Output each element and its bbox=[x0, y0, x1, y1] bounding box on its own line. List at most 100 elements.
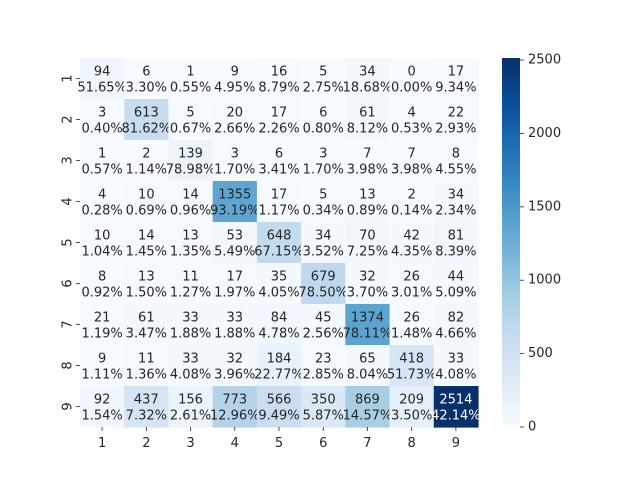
cell-percent-label-r2-c4: 2.66% bbox=[214, 122, 255, 137]
cell-percent-label-r2-c3: 0.67% bbox=[170, 122, 211, 137]
heatmap-cell-r6-c6 bbox=[301, 263, 346, 305]
cell-percent-label-r6-c9: 5.09% bbox=[435, 286, 476, 301]
heatmap-cell-r1-c9 bbox=[433, 58, 479, 100]
cell-count-label-r8-c4: 32 bbox=[227, 352, 244, 367]
cell-count-label-r8-c5: 184 bbox=[267, 352, 292, 367]
heatmap-cell-r8-c9 bbox=[433, 345, 479, 387]
heatmap-cell-r6-c5 bbox=[256, 263, 302, 305]
cell-percent-label-r5-c9: 8.39% bbox=[435, 245, 476, 260]
heatmap-cell-r3-c1 bbox=[80, 140, 125, 182]
cell-percent-label-r7-c6: 2.56% bbox=[303, 327, 344, 342]
heatmap-cell-r7-c6 bbox=[301, 304, 346, 346]
cell-count-label-r9-c6: 350 bbox=[311, 393, 336, 408]
heatmap-cell-r4-c8 bbox=[389, 181, 435, 223]
x-tick-label-7: 7 bbox=[363, 436, 371, 451]
cell-count-label-r4-c6: 5 bbox=[319, 188, 327, 203]
cell-count-label-r1-c6: 5 bbox=[319, 65, 327, 80]
cell-count-label-r9-c3: 156 bbox=[178, 393, 203, 408]
cell-percent-label-r4-c3: 0.96% bbox=[170, 204, 211, 219]
heatmap-cell-r4-c4 bbox=[212, 181, 258, 223]
cell-percent-label-r3-c9: 4.55% bbox=[435, 163, 476, 178]
cell-percent-label-r3-c7: 3.98% bbox=[347, 163, 388, 178]
cell-percent-label-r1-c9: 9.34% bbox=[435, 81, 476, 96]
heatmap-cell-r5-c7 bbox=[345, 222, 391, 264]
cell-percent-label-r4-c2: 0.69% bbox=[126, 204, 167, 219]
cell-count-label-r7-c5: 84 bbox=[271, 311, 288, 326]
cell-percent-label-r4-c5: 1.17% bbox=[258, 204, 299, 219]
heatmap-cell-r9-c2 bbox=[124, 386, 170, 428]
heatmap-cell-r6-c7 bbox=[345, 263, 391, 305]
cell-count-label-r4-c2: 10 bbox=[138, 188, 155, 203]
heatmap-cell-r3-c4 bbox=[212, 140, 258, 182]
cell-percent-label-r4-c1: 0.28% bbox=[81, 204, 122, 219]
cell-percent-label-r9-c1: 1.54% bbox=[81, 409, 122, 424]
heatmap-cell-r2-c6 bbox=[301, 99, 346, 141]
cell-count-label-r8-c1: 9 bbox=[98, 352, 106, 367]
cell-count-label-r4-c5: 17 bbox=[271, 188, 288, 203]
cell-count-label-r3-c9: 8 bbox=[452, 147, 460, 162]
heatmap-cell-r8-c1 bbox=[80, 345, 125, 387]
cell-count-label-r2-c6: 6 bbox=[319, 106, 327, 121]
heatmap-cell-r8-c8 bbox=[389, 345, 435, 387]
y-tick-label-6: 6 bbox=[61, 279, 76, 287]
colorbar-tick-label-0: 0 bbox=[528, 420, 536, 435]
cell-count-label-r6-c9: 44 bbox=[448, 270, 465, 285]
heatmap-cell-r9-c6 bbox=[301, 386, 346, 428]
cell-count-label-r7-c7: 1374 bbox=[351, 311, 384, 326]
cell-count-label-r3-c5: 6 bbox=[275, 147, 283, 162]
y-tick-label-2: 2 bbox=[61, 115, 76, 123]
cell-count-label-r6-c4: 17 bbox=[227, 270, 244, 285]
cell-count-label-r9-c1: 92 bbox=[94, 393, 111, 408]
cell-percent-label-r8-c5: 22.77% bbox=[254, 368, 304, 383]
heatmap-cell-r3-c5 bbox=[256, 140, 302, 182]
y-tick-label-1: 1 bbox=[61, 74, 76, 82]
cell-count-label-r8-c3: 33 bbox=[182, 352, 199, 367]
colorbar-tick-label-3: 1500 bbox=[528, 199, 561, 214]
heatmap-cell-r1-c8 bbox=[389, 58, 435, 100]
cell-percent-label-r9-c2: 7.32% bbox=[126, 409, 167, 424]
heatmap-cell-r6-c4 bbox=[212, 263, 258, 305]
cell-percent-label-r1-c1: 51.65% bbox=[77, 81, 127, 96]
heatmap-cell-r8-c5 bbox=[256, 345, 302, 387]
heatmap-cell-r4-c9 bbox=[433, 181, 479, 223]
heatmap-cell-r5-c3 bbox=[168, 222, 214, 264]
cell-count-label-r7-c2: 61 bbox=[138, 311, 155, 326]
cell-count-label-r8-c6: 23 bbox=[315, 352, 332, 367]
x-tick-label-8: 8 bbox=[408, 436, 416, 451]
colorbar-tick-label-5: 2500 bbox=[528, 53, 561, 68]
cell-count-label-r3-c8: 7 bbox=[408, 147, 416, 162]
heatmap-cell-r6-c2 bbox=[124, 263, 170, 305]
heatmap-cell-r7-c1 bbox=[80, 304, 125, 346]
y-axis-ticks: 1 2 3 4 5 6 7 8 9 bbox=[61, 74, 80, 411]
cell-percent-label-r2-c7: 8.12% bbox=[347, 122, 388, 137]
heatmap-cells: 9451.65%63.30%10.55%94.95%168.79%52.75%3… bbox=[77, 58, 481, 428]
cell-count-label-r5-c3: 13 bbox=[182, 229, 199, 244]
heatmap-cell-r2-c5 bbox=[256, 99, 302, 141]
y-tick-label-3: 3 bbox=[61, 156, 76, 164]
cell-percent-label-r8-c1: 1.11% bbox=[81, 368, 122, 383]
cell-count-label-r9-c5: 566 bbox=[267, 393, 292, 408]
heatmap-cell-r6-c9 bbox=[433, 263, 479, 305]
heatmap-cell-r5-c6 bbox=[301, 222, 346, 264]
heatmap-cell-r1-c2 bbox=[124, 58, 170, 100]
cell-percent-label-r3-c1: 0.57% bbox=[81, 163, 122, 178]
cell-count-label-r3-c3: 139 bbox=[178, 147, 203, 162]
heatmap-cell-r1-c1 bbox=[80, 58, 125, 100]
cell-count-label-r1-c3: 1 bbox=[186, 65, 194, 80]
cell-percent-label-r2-c8: 0.53% bbox=[391, 122, 432, 137]
x-axis-ticks: 1 2 3 4 5 6 7 8 9 bbox=[98, 427, 460, 451]
cell-count-label-r2-c3: 5 bbox=[186, 106, 194, 121]
cell-count-label-r3-c1: 1 bbox=[98, 147, 106, 162]
x-tick-label-3: 3 bbox=[186, 436, 194, 451]
cell-percent-label-r9-c7: 14.57% bbox=[343, 409, 393, 424]
cell-percent-label-r3-c3: 78.98% bbox=[166, 163, 216, 178]
cell-percent-label-r5-c2: 1.45% bbox=[126, 245, 167, 260]
heatmap-cell-r3-c7 bbox=[345, 140, 391, 182]
cell-percent-label-r9-c9: 42.14% bbox=[431, 409, 481, 424]
cell-percent-label-r6-c6: 78.50% bbox=[298, 286, 348, 301]
cell-count-label-r1-c7: 34 bbox=[359, 65, 376, 80]
cell-count-label-r1-c4: 9 bbox=[231, 65, 239, 80]
y-tick-label-4: 4 bbox=[61, 197, 76, 205]
heatmap-cell-r7-c9 bbox=[433, 304, 479, 346]
